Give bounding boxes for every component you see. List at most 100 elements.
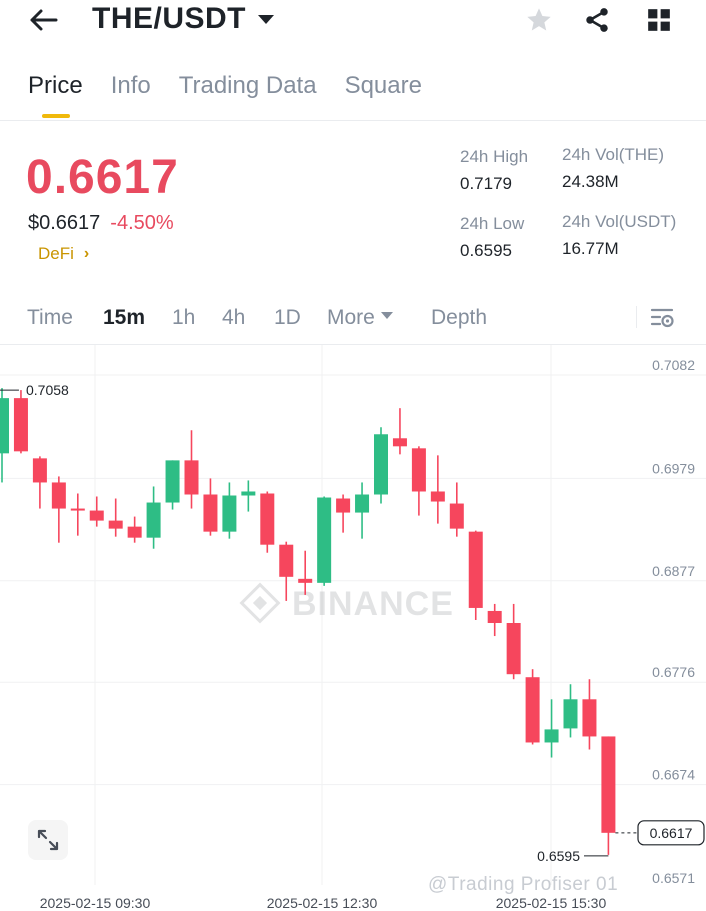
x-tick-label: 2025-02-15 09:30 xyxy=(40,895,151,911)
candle-body xyxy=(506,623,521,675)
candle-body xyxy=(127,526,142,538)
chart-settings-button[interactable] xyxy=(650,306,676,330)
candle-body xyxy=(468,531,483,608)
candle-body xyxy=(298,578,313,583)
stat-value: 24.38M xyxy=(562,172,619,191)
share-icon xyxy=(586,8,608,32)
star-icon xyxy=(527,8,551,31)
back-button[interactable] xyxy=(28,4,64,36)
candle-body xyxy=(374,434,388,495)
candle-body xyxy=(222,495,237,532)
candle xyxy=(487,603,502,637)
interval-more-label: More xyxy=(327,306,375,329)
candle xyxy=(317,496,332,586)
candle-body xyxy=(89,510,104,521)
y-tick-label: 0.6979 xyxy=(652,460,695,476)
stat-24h-vol-quote: 24h Vol(USDT) 16.77M xyxy=(562,212,676,259)
chart-top-divider xyxy=(0,344,706,345)
candle-body xyxy=(487,610,502,624)
candle-body xyxy=(336,498,351,513)
candle xyxy=(165,460,180,510)
tab-price[interactable]: Price xyxy=(28,72,83,118)
stat-label: 24h Vol(USDT) xyxy=(562,212,677,231)
price-markers: 0.7058 0.6595 0.6617 xyxy=(0,382,705,864)
tabs-divider xyxy=(0,120,706,121)
user-watermark: @Trading Profiser 01 xyxy=(428,874,619,895)
candle-body xyxy=(32,458,47,483)
candle xyxy=(279,541,294,601)
interval-4h[interactable]: 4h xyxy=(222,306,246,329)
stat-value: 0.6595 xyxy=(460,241,512,260)
candle-body xyxy=(165,460,180,503)
candle xyxy=(374,427,388,504)
candle-body xyxy=(146,502,161,538)
candle xyxy=(525,669,540,745)
interval-1h[interactable]: 1h xyxy=(172,306,196,329)
candle-body xyxy=(582,699,597,737)
fullscreen-button[interactable] xyxy=(28,820,68,860)
low-marker-label: 0.6595 xyxy=(537,848,580,864)
interval-separator xyxy=(636,306,637,328)
interval-time[interactable]: Time xyxy=(27,306,73,329)
y-tick-label: 0.7082 xyxy=(652,357,695,373)
binance-watermark: BINANCE xyxy=(239,582,454,624)
high-marker-label: 0.7058 xyxy=(26,382,69,398)
candle-body xyxy=(563,699,578,729)
candle-body xyxy=(411,448,426,492)
x-tick-label: 2025-02-15 15:30 xyxy=(496,895,607,911)
grid-menu-button[interactable] xyxy=(643,4,675,36)
interval-15m[interactable]: 15m xyxy=(103,306,146,329)
y-tick-label: 0.6571 xyxy=(652,870,695,886)
favorite-button[interactable] xyxy=(523,4,555,36)
candle xyxy=(336,494,351,533)
candle xyxy=(51,476,66,543)
tab-square[interactable]: Square xyxy=(344,72,422,99)
candle xyxy=(13,390,28,454)
candle-body xyxy=(70,508,85,511)
candle xyxy=(222,482,237,539)
tab-trading-data[interactable]: Trading Data xyxy=(178,72,317,99)
candle-body xyxy=(13,398,28,452)
candle-body xyxy=(525,677,540,743)
last-price: 0.6617 xyxy=(26,151,179,204)
candle xyxy=(146,486,161,549)
stat-24h-high: 24h High 0.7179 xyxy=(460,147,528,194)
chart-grid xyxy=(0,345,706,885)
category-tag[interactable]: DeFi › xyxy=(38,244,89,264)
candlestick-chart[interactable]: BINANCE 0.70820.69790.68770.67760.66740.… xyxy=(0,345,706,911)
candle-body xyxy=(203,494,218,532)
pair-selector[interactable]: THE/USDT xyxy=(92,2,274,36)
interval-1d[interactable]: 1D xyxy=(274,306,301,329)
stat-label: 24h High xyxy=(460,147,529,166)
candle xyxy=(70,493,85,536)
candle xyxy=(184,430,199,509)
candle-body xyxy=(108,520,123,529)
stat-label: 24h Vol(THE) xyxy=(562,145,665,164)
candle-body xyxy=(317,497,332,583)
caret-down-icon xyxy=(380,311,393,319)
candles-group xyxy=(0,388,616,855)
candle-body xyxy=(260,493,275,545)
candle xyxy=(468,530,483,620)
candle-body xyxy=(241,491,256,496)
watermark-text: BINANCE xyxy=(292,585,454,623)
y-tick-label: 0.6776 xyxy=(652,664,695,680)
tab-info[interactable]: Info xyxy=(110,72,151,99)
interval-more[interactable]: More xyxy=(327,306,393,330)
chart-settings-icon xyxy=(650,308,674,328)
candle-body xyxy=(601,736,616,833)
stat-label: 24h Low xyxy=(460,214,525,233)
candle xyxy=(411,446,426,516)
y-tick-label: 0.6877 xyxy=(652,563,695,579)
tab-depth[interactable]: Depth xyxy=(431,306,488,329)
section-tabs: Price Info Trading Data Square xyxy=(28,72,422,118)
usd-price-row: $0.6617 -4.50% xyxy=(28,212,174,235)
candle xyxy=(203,478,218,536)
x-tick-label: 2025-02-15 12:30 xyxy=(267,895,378,911)
usd-price: $0.6617 xyxy=(28,212,101,234)
share-button[interactable] xyxy=(581,4,613,36)
candle xyxy=(32,456,47,509)
category-tag-label: DeFi xyxy=(38,244,74,263)
candle xyxy=(544,699,559,758)
candle-body xyxy=(392,438,407,447)
